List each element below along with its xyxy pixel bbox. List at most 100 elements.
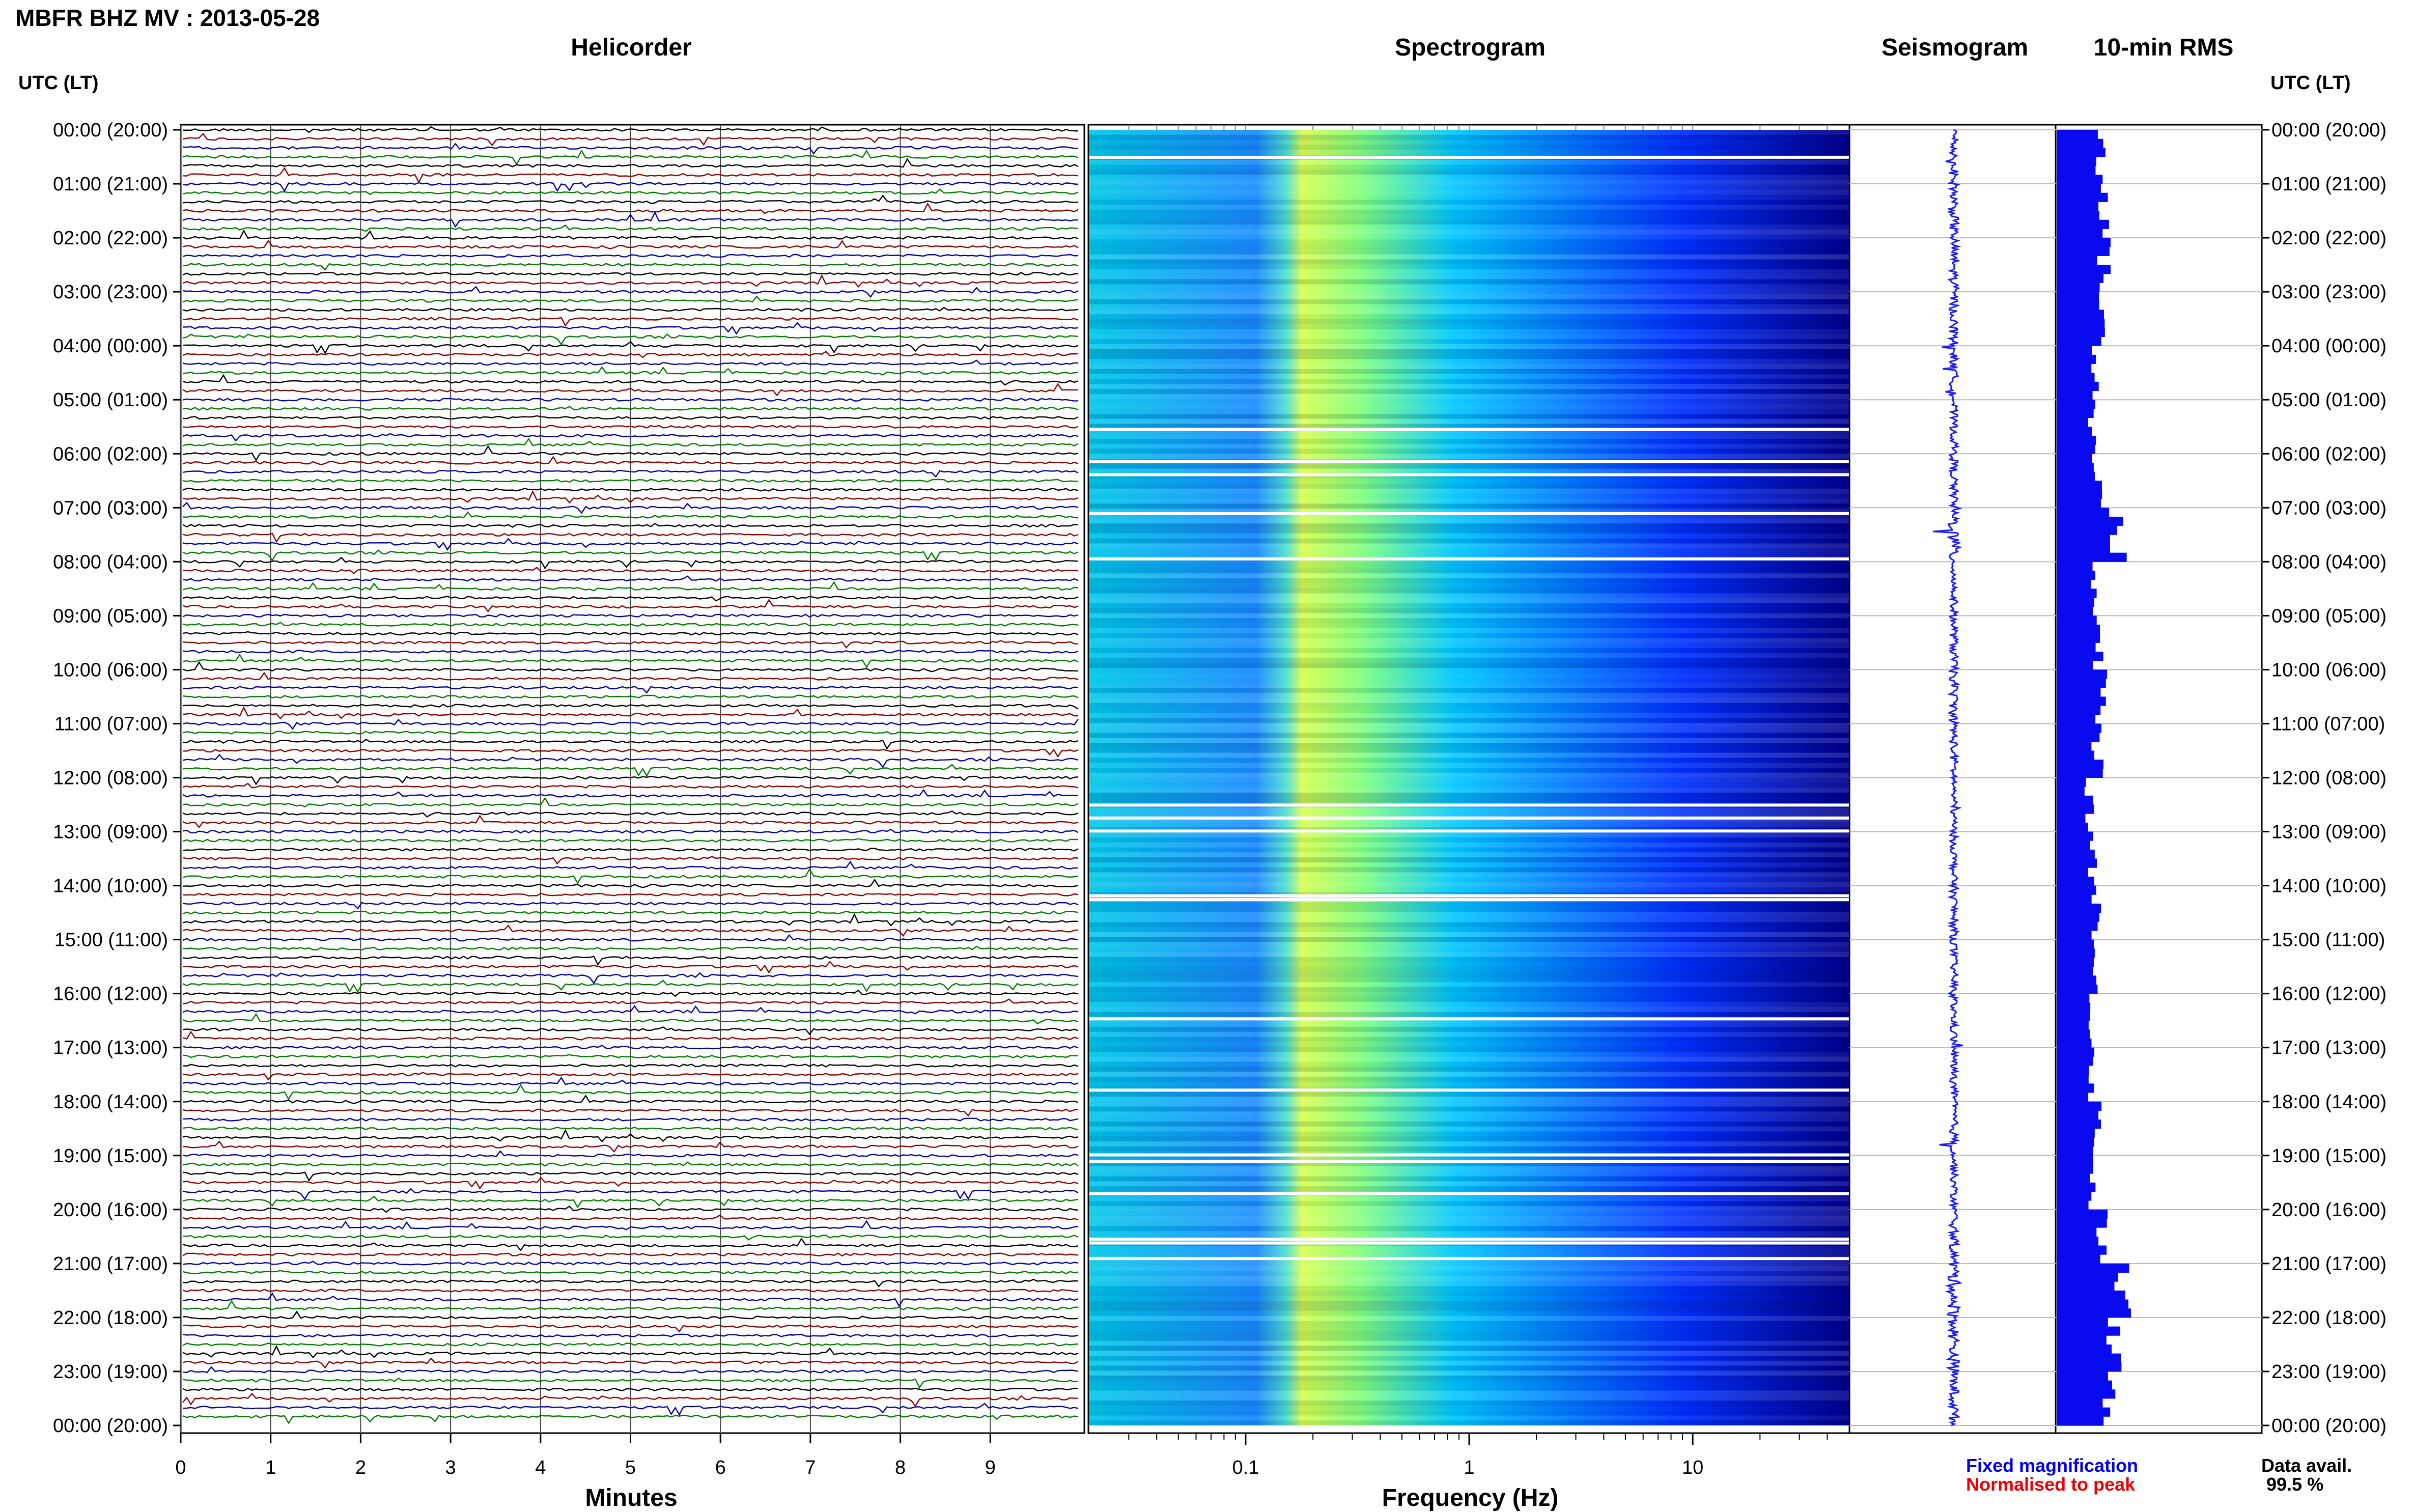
helicorder-x-tick-label: 1 (265, 1457, 276, 1478)
helicorder-trace (182, 490, 1079, 504)
spectrogram-row-texture (1089, 319, 1849, 324)
helicorder-trace (182, 671, 1079, 681)
spectrogram-row-texture (1089, 733, 1849, 738)
spectrogram-row-texture (1089, 952, 1849, 957)
helicorder-x-tick-label: 6 (715, 1457, 726, 1478)
spectrogram-row-texture (1089, 673, 1849, 678)
spectrogram-row-texture (1089, 359, 1849, 365)
helicorder-trace (182, 599, 1079, 612)
spectrogram-row-texture (1089, 1146, 1849, 1152)
rms-bar (2057, 138, 2103, 148)
spectrogram-row-texture (1089, 862, 1849, 867)
rms-bar (2057, 319, 2105, 328)
rms-bar (2057, 1047, 2095, 1057)
spectrogram-row-texture (1089, 1376, 1849, 1381)
spectrogram-row-texture (1089, 1121, 1849, 1127)
spectrogram-row-texture (1089, 1266, 1849, 1271)
spectrogram-row-texture (1089, 747, 1849, 753)
spectrogram-row-texture (1089, 697, 1849, 703)
helicorder-trace (182, 613, 1079, 618)
spectrogram-row-texture (1089, 887, 1849, 892)
seismogram-trace (1933, 129, 1963, 1426)
spectrogram-row-texture (1089, 613, 1849, 619)
right-hour-label: 15:00 (11:00) (2271, 930, 2385, 951)
helicorder-trace (182, 1205, 1079, 1213)
helicorder-trace (182, 748, 1079, 758)
spectrogram-row-texture (1089, 269, 1849, 274)
spectrogram-row-texture (1089, 1006, 1849, 1012)
helicorder-trace (182, 1278, 1079, 1287)
spectrogram-row-texture (1089, 713, 1849, 718)
helicorder-trace (182, 224, 1079, 232)
spectrogram-row-texture (1089, 369, 1849, 374)
right-hour-label: 22:00 (18:00) (2271, 1307, 2387, 1329)
right-hour-label: 02:00 (22:00) (2271, 228, 2387, 249)
rms-bar (2057, 354, 2096, 365)
rms-bar (2057, 498, 2101, 508)
spectrogram-row-texture (1089, 434, 1849, 439)
spectrogram-row-texture (1089, 1022, 1849, 1027)
spectrogram-row-texture (1089, 189, 1849, 195)
spectrogram-row-texture (1089, 703, 1849, 708)
spectrogram-row-texture (1089, 413, 1849, 419)
rms-bar (2057, 1002, 2091, 1012)
spectrogram-row-texture (1089, 578, 1849, 583)
spectrogram-row-texture (1089, 1126, 1849, 1132)
spectrogram-row-texture (1089, 1061, 1849, 1067)
spectrogram-row-texture (1089, 449, 1849, 454)
rms-bar (2057, 606, 2093, 616)
x-axis-title-minutes: Minutes (585, 1485, 678, 1511)
spectrogram-gap (1089, 894, 1849, 898)
helicorder-trace (182, 1270, 1079, 1275)
helicorder-trace (182, 1013, 1079, 1025)
helicorder-trace (182, 1333, 1079, 1337)
rms-bar (2057, 1128, 2095, 1138)
rms-bar (2057, 229, 2103, 238)
spectrogram-row-texture (1089, 813, 1849, 818)
helicorder-trace (182, 350, 1079, 358)
helicorder-trace (182, 1076, 1079, 1086)
helicorder-trace (182, 567, 1079, 574)
right-hour-label: 00:00 (20:00) (2271, 1415, 2387, 1437)
rms-bar (2057, 1227, 2097, 1237)
left-hour-label: 04:00 (00:00) (53, 335, 168, 357)
rms-bar (2057, 471, 2095, 481)
left-hour-label: 15:00 (11:00) (54, 930, 168, 951)
rms-bar (2057, 966, 2093, 976)
helicorder-trace (182, 1161, 1079, 1167)
helicorder-trace (182, 1108, 1079, 1117)
spectrogram-row-texture (1089, 608, 1849, 613)
rms-bar (2057, 1299, 2128, 1309)
left-hour-label: 02:00 (22:00) (53, 228, 168, 249)
right-hour-label: 16:00 (12:00) (2271, 984, 2387, 1005)
spectrogram-row-texture (1089, 1226, 1849, 1231)
helicorder-trace (182, 469, 1079, 478)
spectrogram-row-texture (1089, 568, 1849, 574)
helicorder-trace (182, 661, 1079, 673)
helicorder-trace (182, 1414, 1079, 1424)
rms-bar (2057, 202, 2099, 211)
helicorder-trace (182, 1140, 1079, 1153)
spectrogram-row-texture (1089, 438, 1849, 444)
spectrogram-row-texture (1089, 1047, 1849, 1052)
rms-bar (2057, 1218, 2107, 1228)
rms-bar (2057, 400, 2095, 409)
left-hour-label: 14:00 (10:00) (53, 876, 168, 897)
rms-bar (2057, 130, 2098, 139)
helicorder-trace (182, 860, 1078, 870)
spectrogram-row-texture (1089, 354, 1849, 359)
helicorder-trace (182, 1084, 1079, 1101)
spectrogram-row-texture (1089, 224, 1849, 230)
spectrogram-row-texture (1089, 1271, 1849, 1276)
helicorder-trace (182, 366, 1079, 376)
rms-bar (2057, 1066, 2089, 1075)
spectrogram-image (1089, 130, 1849, 1425)
rms-bar (2057, 957, 2094, 967)
spectrogram-row-texture (1089, 648, 1849, 653)
helicorder-trace (182, 989, 1079, 997)
spectrogram-row-texture (1089, 987, 1849, 992)
spectrogram-row-texture (1089, 493, 1849, 499)
rms-bar (2057, 1173, 2090, 1183)
spectrogram-row-texture (1089, 1081, 1849, 1087)
rms-bar (2057, 346, 2092, 355)
